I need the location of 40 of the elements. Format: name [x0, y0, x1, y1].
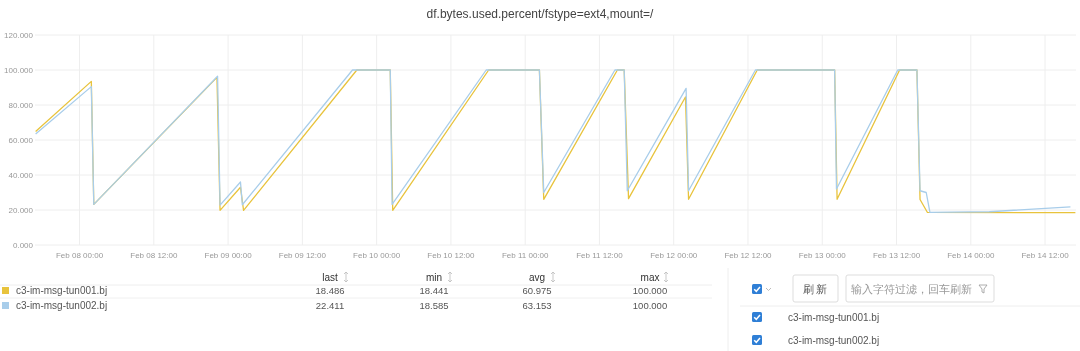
text: max: [640, 272, 660, 283]
text: 18.441: [419, 285, 449, 296]
x-tick-label: Feb 09 00:00: [204, 251, 253, 260]
x-tick-label: Feb 14 00:00: [947, 251, 995, 260]
x-tick-label: Feb 12 00:00: [650, 251, 698, 260]
y-tick-label: 120.000: [4, 31, 34, 40]
x-tick-label: Feb 11 12:00: [576, 251, 624, 260]
x-tick-label: Feb 08 00:00: [55, 251, 104, 260]
x-tick-label: Feb 13 00:00: [798, 251, 847, 260]
y-tick-label: 20.000: [8, 206, 34, 215]
x-tick-label: Feb 13 12:00: [872, 251, 921, 260]
text: 22.411: [315, 300, 345, 311]
y-tick-label: 60.000: [8, 136, 34, 145]
text: 100.000: [632, 285, 668, 296]
text: 18.585: [419, 300, 449, 311]
x-tick-label: Feb 09 12:00: [278, 251, 327, 260]
y-tick-label: 0.000: [12, 241, 34, 250]
x-tick-label: Feb 11 00:00: [501, 251, 549, 260]
text: 63.153: [522, 300, 552, 311]
text: avg: [528, 272, 546, 283]
y-tick-label: 80.000: [8, 101, 34, 110]
x-tick-label: Feb 10 00:00: [353, 251, 401, 260]
text: c3-im-msg-tun001.bj: [788, 312, 880, 323]
x-tick-label: Feb 12 12:00: [724, 251, 773, 260]
text: 100.000: [632, 300, 668, 311]
x-tick-label: Feb 08 12:00: [130, 251, 178, 260]
legend-label: c3-im-msg-tun001.bj: [16, 285, 108, 296]
y-tick-label: 40.000: [8, 171, 34, 180]
text: 18.486: [315, 285, 345, 296]
text: last: [322, 272, 338, 283]
text: 刷新: [802, 283, 829, 295]
text: 60.975: [522, 285, 552, 296]
text: c3-im-msg-tun002.bj: [788, 335, 880, 346]
y-tick-label: 100.000: [4, 66, 34, 75]
x-tick-label: Feb 10 12:00: [427, 251, 476, 260]
legend-label: c3-im-msg-tun002.bj: [16, 300, 108, 311]
text: min: [425, 272, 443, 283]
x-tick-label: Feb 14 12:00: [1021, 251, 1070, 260]
title: df.bytes.used.percent/fstype=ext4,mount=/: [426, 7, 654, 21]
text: 输入字符过滤，回车刷新: [851, 283, 972, 295]
